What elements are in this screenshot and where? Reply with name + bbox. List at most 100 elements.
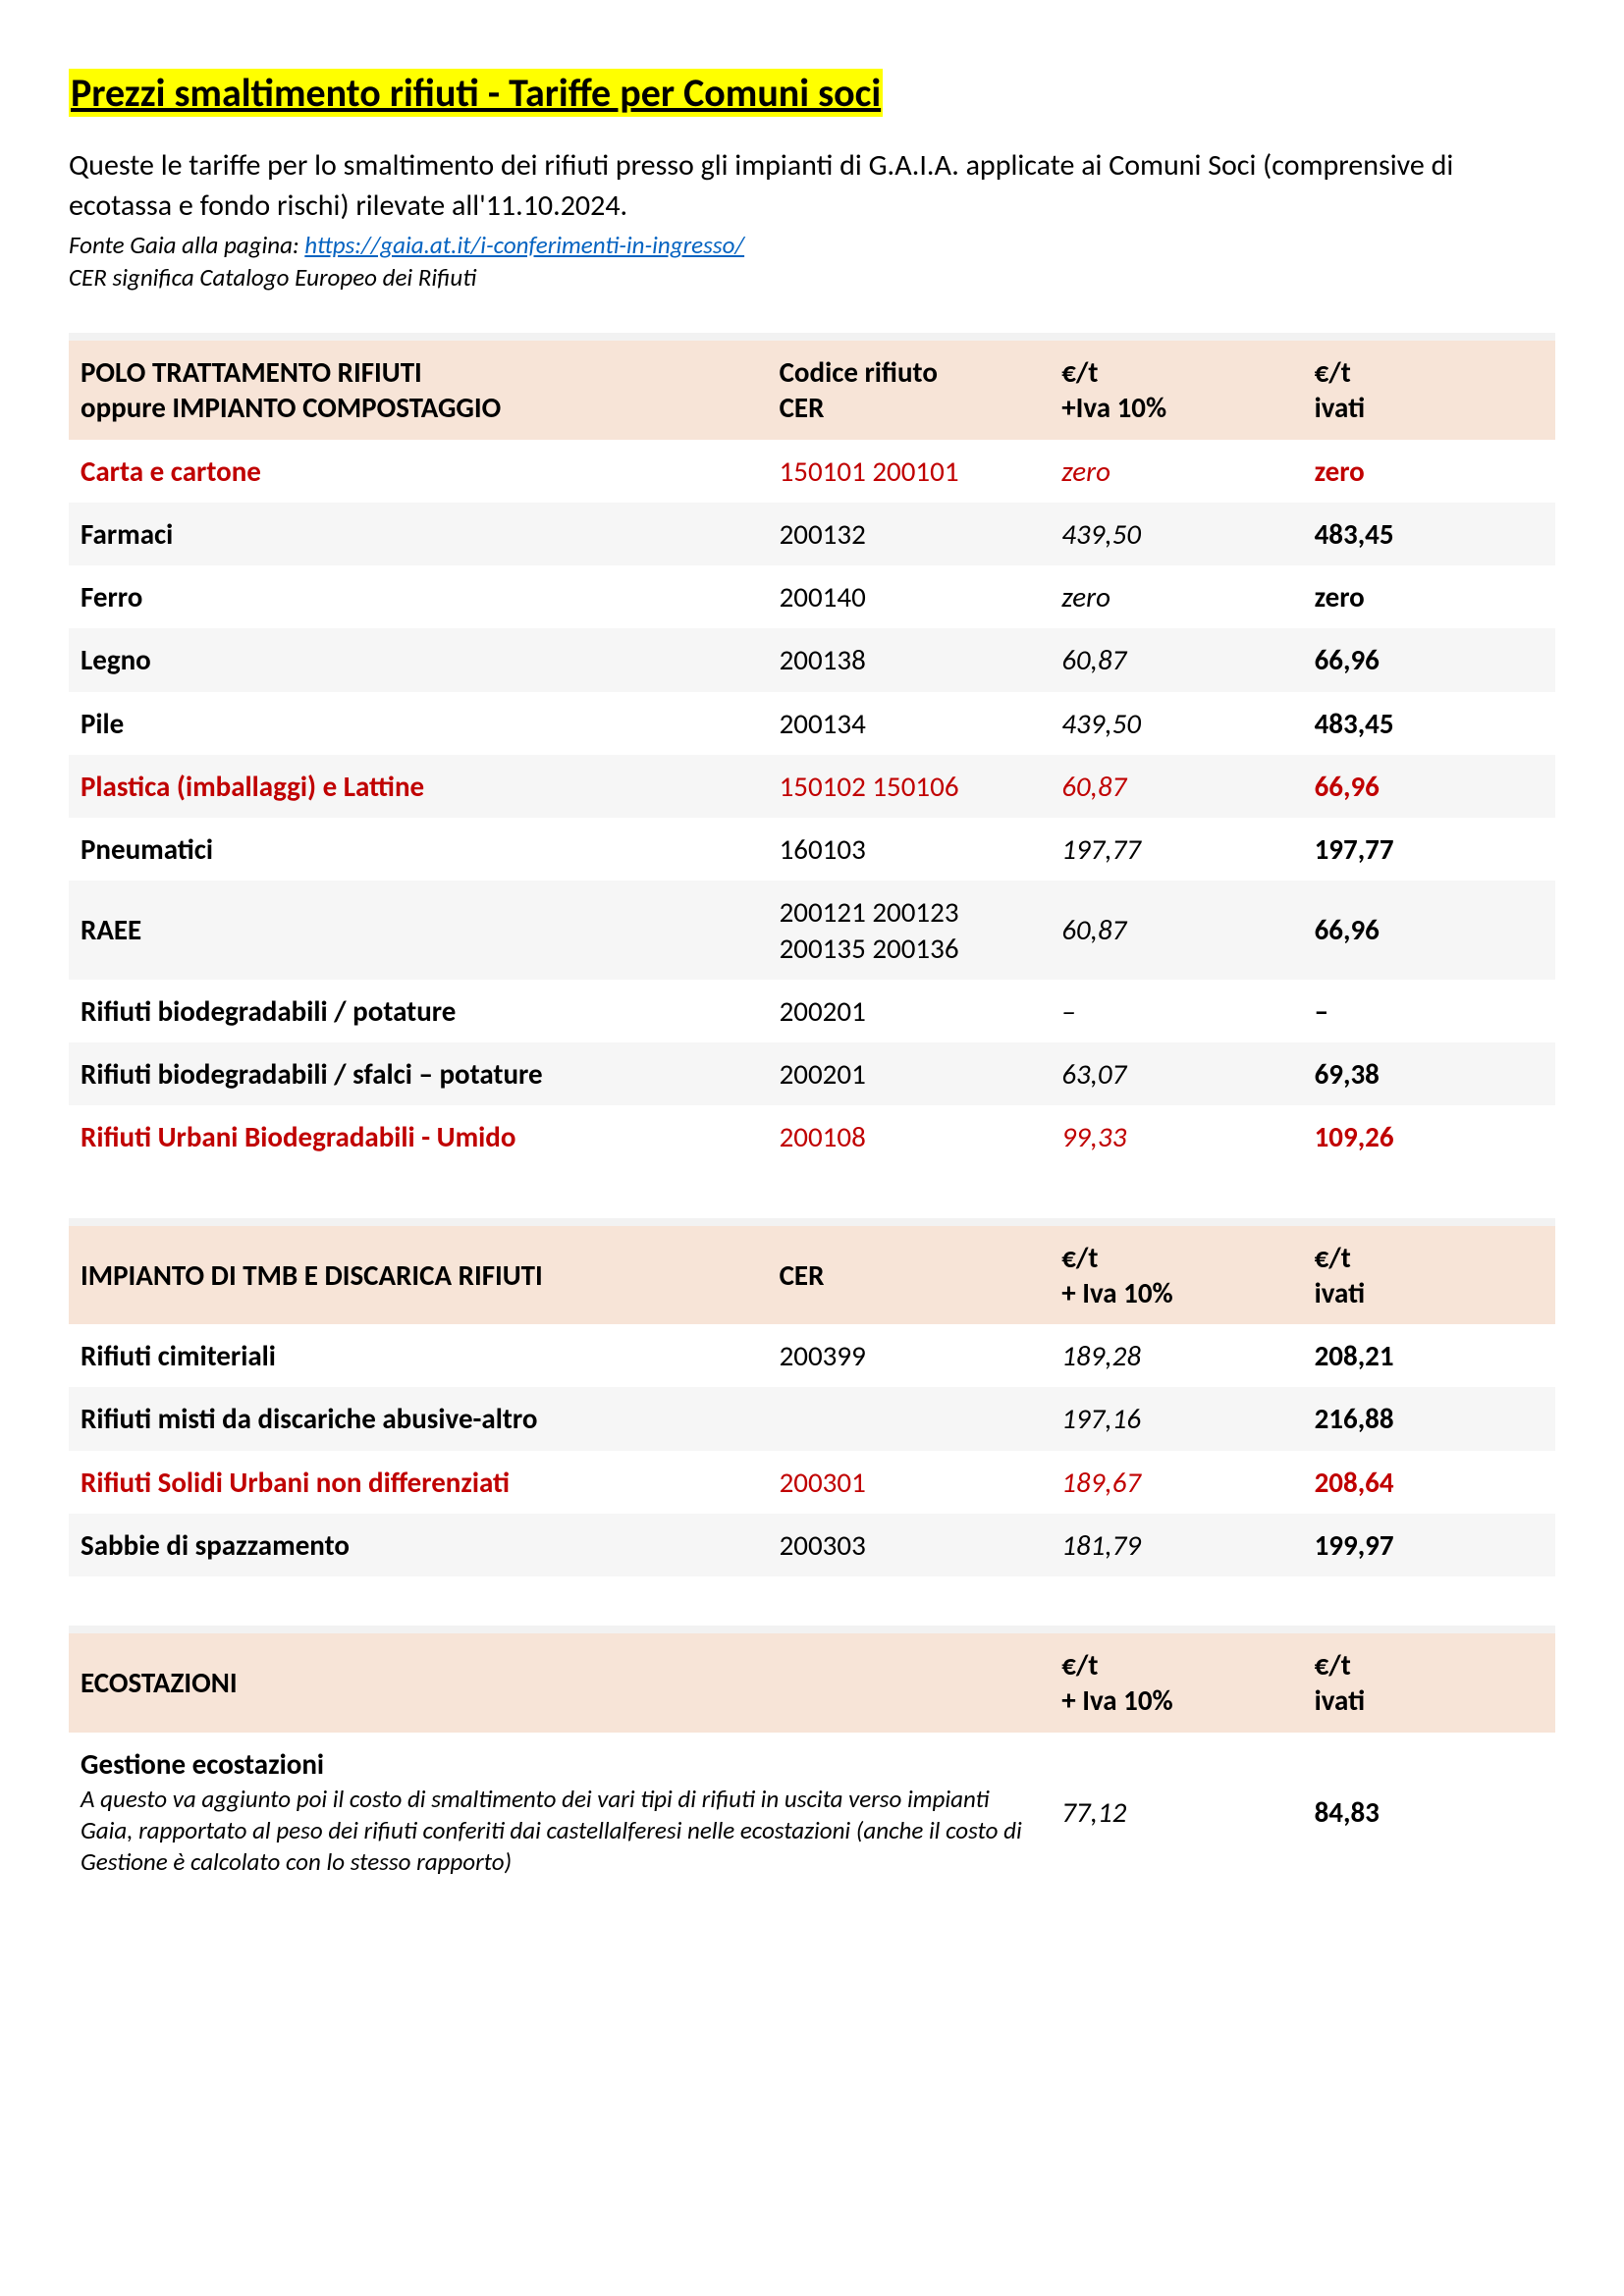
- row-price-gross: 208,64: [1303, 1451, 1555, 1514]
- page: Prezzi smaltimento rifiuti - Tariffe per…: [0, 0, 1624, 2296]
- row-price-gross: –: [1303, 980, 1555, 1042]
- table1-h-col4-l1: €/t: [1315, 354, 1351, 390]
- table1-h-col3-l1: €/t: [1061, 354, 1098, 390]
- table3-header-col1: ECOSTAZIONI: [69, 1629, 1050, 1733]
- table-polo-trattamento: POLO TRATTAMENTO RIFIUTI oppure IMPIANTO…: [69, 333, 1555, 1169]
- row-cer: [768, 1387, 1051, 1450]
- row-name: RAEE: [69, 881, 768, 980]
- row-price-gross: 483,45: [1303, 503, 1555, 565]
- row-price-gross: 199,97: [1303, 1514, 1555, 1576]
- row-price-net: 439,50: [1050, 692, 1302, 755]
- row-name: Carta e cartone: [69, 440, 768, 503]
- row-price-gross: 208,21: [1303, 1324, 1555, 1387]
- table-row: Plastica (imballaggi) e Lattine150102 15…: [69, 755, 1555, 818]
- row-name: Pneumatici: [69, 818, 768, 881]
- row-cer: 200108: [768, 1105, 1051, 1168]
- row-name: Ferro: [69, 565, 768, 628]
- row-cer: 200301: [768, 1451, 1051, 1514]
- eco-price-net: 77,12: [1050, 1733, 1302, 1892]
- row-name: Rifiuti misti da discariche abusive-altr…: [69, 1387, 768, 1450]
- row-price-gross: zero: [1303, 440, 1555, 503]
- intro-paragraph: Queste le tariffe per lo smaltimento dei…: [69, 146, 1555, 226]
- row-price-net: 60,87: [1050, 628, 1302, 691]
- table-row: Pile200134439,50483,45: [69, 692, 1555, 755]
- row-name: Rifiuti cimiteriali: [69, 1324, 768, 1387]
- row-cer: 200303: [768, 1514, 1051, 1576]
- row-price-gross: 197,77: [1303, 818, 1555, 881]
- table-tmb-discarica: IMPIANTO DI TMB E DISCARICA RIFIUTI CER …: [69, 1218, 1555, 1577]
- row-price-gross: zero: [1303, 565, 1555, 628]
- row-price-net: 181,79: [1050, 1514, 1302, 1576]
- source-prefix: Fonte Gaia alla pagina:: [69, 230, 304, 260]
- table2-h-col3-l1: €/t: [1061, 1240, 1098, 1275]
- cer-note: CER significa Catalogo Europeo dei Rifiu…: [69, 262, 1555, 294]
- table-row: Rifiuti misti da discariche abusive-altr…: [69, 1387, 1555, 1450]
- row-cer: 160103: [768, 818, 1051, 881]
- row-price-net: 63,07: [1050, 1042, 1302, 1105]
- table3-header-col3: €/t + Iva 10%: [1050, 1629, 1302, 1733]
- table1-h-col1-l2: oppure IMPIANTO COMPOSTAGGIO: [81, 390, 501, 425]
- row-cer: 200399: [768, 1324, 1051, 1387]
- table-row: Carta e cartone150101 200101zerozero: [69, 440, 1555, 503]
- row-price-gross: 109,26: [1303, 1105, 1555, 1168]
- row-price-gross: 66,96: [1303, 755, 1555, 818]
- row-price-net: zero: [1050, 440, 1302, 503]
- row-cer: 150102 150106: [768, 755, 1051, 818]
- table-row: Rifiuti cimiteriali200399189,28208,21: [69, 1324, 1555, 1387]
- row-name: Legno: [69, 628, 768, 691]
- table2-header-row: IMPIANTO DI TMB E DISCARICA RIFIUTI CER …: [69, 1222, 1555, 1325]
- table-ecostazioni: ECOSTAZIONI €/t + Iva 10% €/t ivati Gest…: [69, 1626, 1555, 1892]
- table-row: Rifiuti Solidi Urbani non differenziati2…: [69, 1451, 1555, 1514]
- row-price-net: 189,67: [1050, 1451, 1302, 1514]
- row-price-gross: 66,96: [1303, 628, 1555, 691]
- table2-header-col1: IMPIANTO DI TMB E DISCARICA RIFIUTI: [69, 1222, 768, 1325]
- table2-h-col4-l1: €/t: [1315, 1240, 1351, 1275]
- source-line: Fonte Gaia alla pagina: https://gaia.at.…: [69, 230, 1555, 262]
- row-cer: 200132: [768, 503, 1051, 565]
- source-link[interactable]: https://gaia.at.it/i-conferimenti-in-ing…: [304, 230, 744, 260]
- row-name: Rifiuti biodegradabili / potature: [69, 980, 768, 1042]
- table3-header-row: ECOSTAZIONI €/t + Iva 10% €/t ivati: [69, 1629, 1555, 1733]
- table1-h-col4-l2: ivati: [1315, 390, 1365, 425]
- table-row: RAEE200121 200123 200135 20013660,8766,9…: [69, 881, 1555, 980]
- table3-h-col3-l2: + Iva 10%: [1061, 1682, 1172, 1718]
- row-name: Farmaci: [69, 503, 768, 565]
- table1-header-col4: €/t ivati: [1303, 337, 1555, 440]
- table-row: Pneumatici160103197,77197,77: [69, 818, 1555, 881]
- row-price-net: 60,87: [1050, 881, 1302, 980]
- table-row: Rifiuti biodegradabili / potature200201–…: [69, 980, 1555, 1042]
- row-price-net: 60,87: [1050, 755, 1302, 818]
- eco-cell: Gestione ecostazioni A questo va aggiunt…: [69, 1733, 1050, 1892]
- table2-h-col4-l2: ivati: [1315, 1275, 1365, 1310]
- table-row: Rifiuti biodegradabili / sfalci – potatu…: [69, 1042, 1555, 1105]
- row-price-gross: 69,38: [1303, 1042, 1555, 1105]
- table3-h-col4-l1: €/t: [1315, 1647, 1351, 1682]
- row-cer: 200201: [768, 980, 1051, 1042]
- table1-h-col1-l1: POLO TRATTAMENTO RIFIUTI: [81, 354, 422, 390]
- page-title-text: Prezzi smaltimento rifiuti - Tariffe per…: [69, 69, 883, 117]
- table-row: Rifiuti Urbani Biodegradabili - Umido200…: [69, 1105, 1555, 1168]
- row-name: Sabbie di spazzamento: [69, 1514, 768, 1576]
- table3-row: Gestione ecostazioni A questo va aggiunt…: [69, 1733, 1555, 1892]
- row-name: Rifiuti Solidi Urbani non differenziati: [69, 1451, 768, 1514]
- eco-description: A questo va aggiunto poi il costo di sma…: [81, 1784, 1038, 1878]
- table2-header-col2: CER: [768, 1222, 1051, 1325]
- row-name: Rifiuti Urbani Biodegradabili - Umido: [69, 1105, 768, 1168]
- table-row: Legno20013860,8766,96: [69, 628, 1555, 691]
- row-price-net: 439,50: [1050, 503, 1302, 565]
- row-cer: 150101 200101: [768, 440, 1051, 503]
- row-name: Plastica (imballaggi) e Lattine: [69, 755, 768, 818]
- row-price-net: 99,33: [1050, 1105, 1302, 1168]
- row-cer: 200201: [768, 1042, 1051, 1105]
- table1-h-col3-l2: +Iva 10%: [1061, 390, 1166, 425]
- table1-header-col1: POLO TRATTAMENTO RIFIUTI oppure IMPIANTO…: [69, 337, 768, 440]
- page-title: Prezzi smaltimento rifiuti - Tariffe per…: [69, 69, 1555, 117]
- table1-header-col2: Codice rifiuto CER: [768, 337, 1051, 440]
- row-price-net: –: [1050, 980, 1302, 1042]
- table1-h-col2-l2: CER: [780, 390, 825, 425]
- row-price-gross: 216,88: [1303, 1387, 1555, 1450]
- row-name: Pile: [69, 692, 768, 755]
- row-price-net: 197,77: [1050, 818, 1302, 881]
- row-price-net: zero: [1050, 565, 1302, 628]
- table-row: Farmaci200132439,50483,45: [69, 503, 1555, 565]
